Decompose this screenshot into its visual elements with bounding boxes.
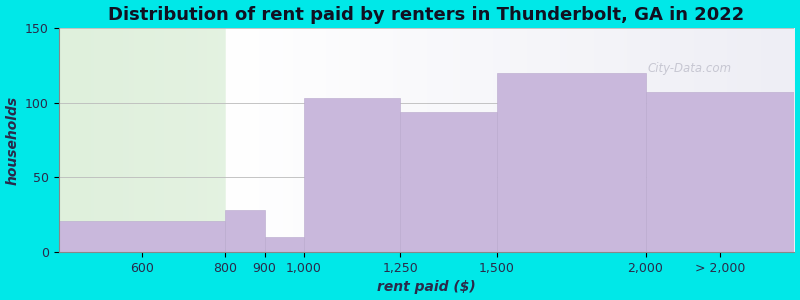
- Text: City-Data.com: City-Data.com: [647, 62, 731, 75]
- Bar: [400, 112, 497, 252]
- Y-axis label: households: households: [6, 95, 19, 184]
- Bar: [304, 98, 400, 252]
- X-axis label: rent paid ($): rent paid ($): [378, 280, 476, 294]
- Bar: [58, 221, 225, 252]
- Bar: [225, 210, 265, 252]
- Bar: [497, 73, 646, 252]
- Title: Distribution of rent paid by renters in Thunderbolt, GA in 2022: Distribution of rent paid by renters in …: [109, 6, 745, 24]
- Bar: [646, 92, 794, 252]
- Bar: [265, 237, 304, 252]
